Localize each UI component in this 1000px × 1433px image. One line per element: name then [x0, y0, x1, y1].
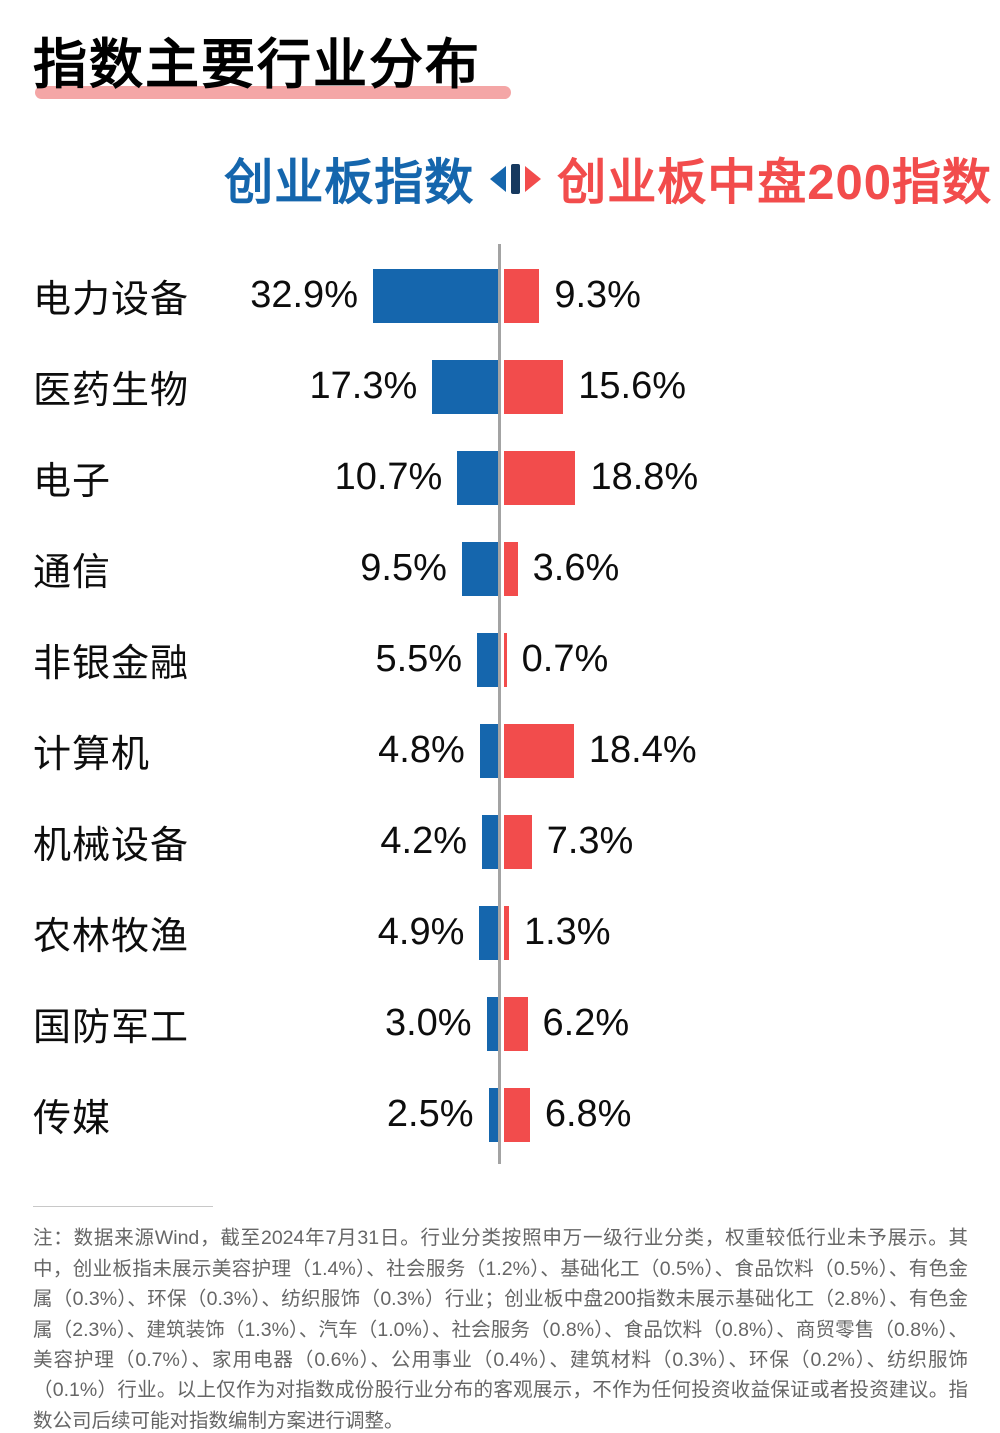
right-bar-zone: 1.3%	[498, 905, 978, 960]
category-label: 电力设备	[33, 279, 190, 322]
right-bar-zone: 3.6%	[498, 541, 978, 596]
chart-row: 计算机 4.8% 18.4%	[33, 705, 978, 796]
right-bar-zone: 0.7%	[498, 632, 978, 687]
legend-left-index-label: 创业板指数	[224, 156, 475, 211]
left-bar-zone: 4.8%	[243, 723, 498, 778]
chart-rows: 电力设备 32.9% 9.3% 医药生物 17.3% 15.6% 电子 10.7…	[33, 250, 978, 1160]
left-bar-zone: 2.5%	[243, 1087, 498, 1142]
category-label: 电子	[33, 461, 112, 504]
right-bar-zone: 7.3%	[498, 814, 978, 869]
right-bar	[504, 632, 507, 687]
divider-bar-icon	[511, 163, 521, 194]
legend-arrows	[490, 163, 542, 194]
category-label: 计算机	[33, 734, 151, 777]
right-bar	[504, 723, 574, 778]
legend-right-index-label: 创业板中盘200指数	[557, 156, 992, 211]
left-value: 32.9%	[250, 274, 358, 317]
left-bar	[479, 905, 498, 960]
category-label: 国防军工	[33, 1007, 190, 1050]
left-value: 9.5%	[360, 547, 447, 590]
left-bar	[482, 814, 498, 869]
category-label: 非银金融	[33, 643, 190, 686]
right-bar-zone: 18.4%	[498, 723, 978, 778]
right-value: 1.3%	[523, 911, 611, 954]
right-value: 9.3%	[554, 274, 641, 317]
left-value: 2.5%	[386, 1093, 474, 1136]
left-value: 4.8%	[378, 729, 465, 772]
right-bar	[504, 996, 528, 1051]
right-bar-zone: 15.6%	[498, 359, 978, 414]
chart-axis-line	[498, 244, 501, 1165]
left-value: 4.2%	[380, 820, 468, 863]
left-bar	[488, 1087, 498, 1142]
left-bar	[457, 450, 498, 505]
left-bar-zone: 4.9%	[243, 905, 498, 960]
left-bar	[432, 359, 498, 414]
right-bar	[504, 814, 532, 869]
chart-row: 医药生物 17.3% 15.6%	[33, 341, 978, 432]
left-bar-zone: 3.0%	[243, 996, 498, 1051]
category-label: 通信	[33, 552, 112, 595]
chart-legend: 创业板指数 创业板中盘200指数	[0, 143, 1000, 214]
page-title: 指数主要行业分布	[33, 35, 481, 95]
right-bar	[504, 1087, 530, 1142]
right-arrow-icon	[525, 165, 542, 192]
right-bar	[504, 268, 540, 323]
category-label: 农林牧渔	[33, 916, 190, 959]
right-value: 18.8%	[590, 456, 699, 499]
chart-row: 电子 10.7% 18.8%	[33, 432, 978, 523]
chart-row: 传媒 2.5% 6.8%	[33, 1069, 978, 1160]
left-bar	[461, 541, 498, 596]
right-value: 7.3%	[546, 820, 634, 863]
left-value: 5.5%	[375, 638, 463, 681]
left-arrow-icon	[490, 165, 507, 192]
right-value: 6.8%	[544, 1093, 632, 1136]
right-bar	[504, 359, 564, 414]
note-divider-line	[33, 1206, 213, 1208]
right-bar	[504, 905, 509, 960]
right-bar-zone: 6.8%	[498, 1087, 978, 1142]
left-bar-zone: 10.7%	[243, 450, 498, 505]
left-value: 10.7%	[334, 456, 443, 499]
left-bar	[372, 268, 498, 323]
left-bar-zone: 4.2%	[243, 814, 498, 869]
left-bar	[479, 723, 498, 778]
chart-row: 通信 9.5% 3.6%	[33, 523, 978, 614]
category-label: 医药生物	[33, 370, 190, 413]
right-value: 15.6%	[578, 365, 687, 408]
title-underline-accent	[35, 86, 511, 100]
left-bar-zone: 17.3%	[243, 359, 498, 414]
right-value: 3.6%	[532, 547, 620, 590]
right-bar-zone: 18.8%	[498, 450, 978, 505]
left-bar	[477, 632, 498, 687]
right-value: 0.7%	[521, 638, 609, 681]
chart-row: 机械设备 4.2% 7.3%	[33, 796, 978, 887]
left-value: 4.9%	[377, 911, 465, 954]
right-value: 6.2%	[542, 1002, 630, 1045]
chart-row: 非银金融 5.5% 0.7%	[33, 614, 978, 705]
right-bar-zone: 6.2%	[498, 996, 978, 1051]
footnote-text: 注：数据来源Wind，截至2024年7月31日。行业分类按照申万一级行业分类，权…	[33, 1227, 968, 1432]
chart-row: 电力设备 32.9% 9.3%	[33, 250, 978, 341]
left-value: 17.3%	[309, 365, 418, 408]
chart-row: 农林牧渔 4.9% 1.3%	[33, 887, 978, 978]
left-bar-zone: 9.5%	[243, 541, 498, 596]
category-label: 传媒	[33, 1098, 112, 1141]
left-bar	[486, 996, 498, 1051]
category-label: 机械设备	[33, 825, 190, 868]
chart-row: 国防军工 3.0% 6.2%	[33, 978, 978, 1069]
right-bar-zone: 9.3%	[498, 268, 978, 323]
right-value: 18.4%	[588, 729, 697, 772]
left-bar-zone: 5.5%	[243, 632, 498, 687]
left-bar-zone: 32.9%	[243, 268, 498, 323]
title-block: 指数主要行业分布	[0, 0, 1000, 100]
left-value: 3.0%	[384, 1002, 472, 1045]
tornado-chart: 电力设备 32.9% 9.3% 医药生物 17.3% 15.6% 电子 10.7…	[33, 244, 978, 1165]
right-bar	[504, 541, 518, 596]
right-bar	[504, 450, 576, 505]
